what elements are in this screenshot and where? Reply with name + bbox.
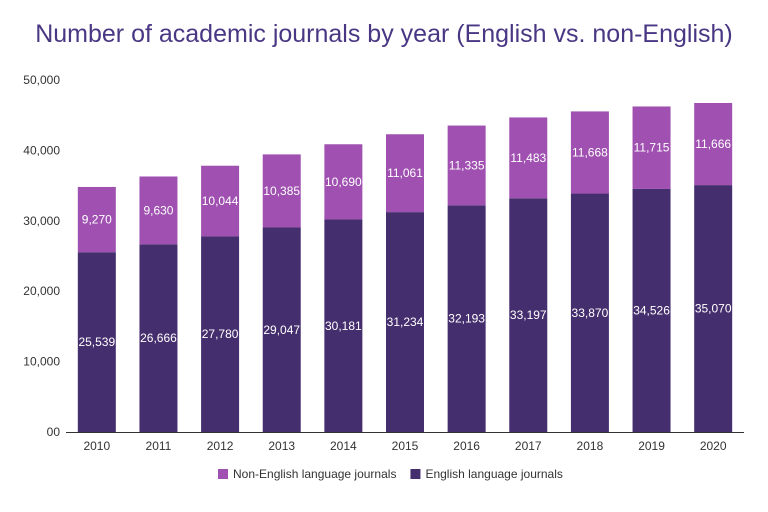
x-tick-label: 2020 (700, 439, 727, 453)
data-label-non-english: 10,385 (263, 184, 300, 198)
bar-non-english (201, 165, 240, 237)
bar-english (447, 205, 486, 432)
x-tick-label: 2010 (83, 439, 110, 453)
bar-non-english (570, 111, 609, 194)
x-tick-label: 2015 (392, 439, 419, 453)
data-label-english: 35,070 (695, 302, 732, 316)
legend-swatch (410, 469, 421, 479)
data-label-english: 31,234 (387, 315, 424, 329)
data-label-non-english: 11,668 (572, 145, 608, 159)
x-tick-label: 2017 (515, 439, 542, 453)
chart-title: Number of academic journals by year (Eng… (35, 20, 733, 48)
x-tick-label: 2013 (268, 439, 295, 453)
y-tick-label: 30,000 (23, 214, 60, 228)
data-label-non-english: 11,715 (634, 141, 670, 155)
bar-non-english (386, 134, 424, 213)
y-tick-label: 00 (47, 425, 61, 439)
data-label-non-english: 11,666 (695, 137, 731, 151)
bar-english (139, 244, 178, 432)
bar-non-english (447, 125, 486, 206)
data-label-non-english: 11,335 (449, 158, 485, 172)
bar-english (509, 198, 548, 432)
bar-non-english (77, 186, 116, 253)
bar-english (77, 252, 116, 432)
bar-english (386, 212, 424, 432)
data-label-english: 33,870 (572, 306, 609, 320)
bar-english (262, 227, 301, 432)
data-label-english: 27,780 (202, 327, 239, 341)
data-label-english: 29,047 (263, 323, 300, 337)
bar-english (201, 236, 240, 432)
x-tick-label: 2011 (146, 439, 172, 453)
data-label-non-english: 10,690 (325, 175, 362, 189)
bar-non-english (694, 102, 733, 186)
x-tick-label: 2014 (330, 439, 357, 453)
data-label-non-english: 9,630 (143, 203, 173, 217)
data-label-english: 33,197 (510, 308, 547, 322)
data-label-non-english: 11,483 (510, 151, 546, 165)
data-label-english: 32,193 (448, 312, 485, 326)
bar-non-english (139, 176, 178, 245)
x-tick-label: 2016 (453, 439, 480, 453)
legend-label: Non-English language journals (233, 467, 396, 481)
data-label-non-english: 10,044 (202, 194, 239, 208)
data-label-english: 34,526 (633, 303, 670, 317)
y-tick-label: 10,000 (23, 355, 60, 369)
x-tick-label: 2019 (638, 439, 665, 453)
y-tick-label: 40,000 (23, 143, 60, 157)
x-tick-label: 2018 (577, 439, 604, 453)
legend-swatch (218, 469, 228, 479)
bar-non-english (262, 154, 301, 228)
data-label-non-english: 9,270 (82, 213, 112, 227)
y-tick-label: 50,000 (23, 73, 60, 87)
data-label-english: 25,539 (78, 335, 115, 349)
data-label-english: 26,666 (140, 331, 177, 345)
data-label-english: 30,181 (325, 319, 362, 333)
bar-english (324, 219, 363, 432)
bar-non-english (509, 117, 548, 199)
y-tick-label: 20,000 (23, 284, 60, 298)
bar-english (570, 193, 609, 432)
legend-label: English language journals (425, 467, 562, 481)
x-tick-label: 2012 (207, 439, 234, 453)
bar-non-english (632, 106, 671, 189)
bar-non-english (324, 144, 363, 220)
bar-english (632, 188, 671, 432)
data-label-non-english: 11,061 (387, 166, 423, 180)
bar-english (694, 185, 733, 432)
